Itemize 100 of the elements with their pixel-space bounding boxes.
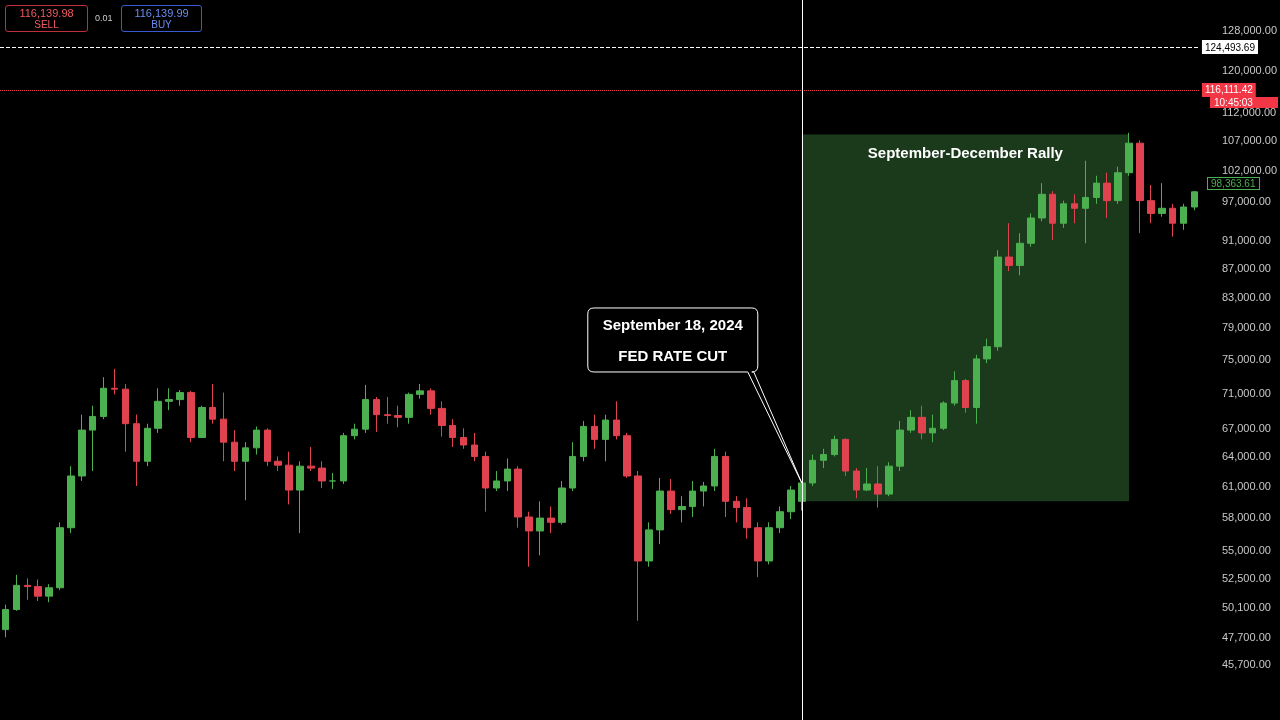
candlestick xyxy=(1114,166,1122,205)
candlestick xyxy=(1071,193,1078,224)
candlestick xyxy=(253,425,260,456)
candlestick xyxy=(384,396,391,425)
candlestick xyxy=(765,521,773,565)
candlestick xyxy=(536,500,544,556)
candlestick xyxy=(220,392,227,462)
y-tick-label: 79,000.00 xyxy=(1221,320,1271,333)
text: 10:45:03 xyxy=(1210,96,1278,108)
ref-line-label: 124,493.69 xyxy=(1204,41,1256,53)
candlestick xyxy=(34,578,42,602)
candlestick xyxy=(547,506,555,534)
y-tick-label: 55,000.00 xyxy=(1221,543,1271,556)
candlestick xyxy=(1180,203,1187,231)
text: 98,363.61 xyxy=(1207,176,1260,190)
candlestick xyxy=(362,384,369,434)
candlestick xyxy=(689,480,696,518)
candlestick xyxy=(264,427,271,467)
annotation: BUY xyxy=(150,19,173,31)
candlestick xyxy=(285,451,293,505)
annotation: 116,139.99 xyxy=(133,7,190,19)
candlestick xyxy=(831,435,838,457)
candlestick xyxy=(493,470,500,492)
candlestick xyxy=(122,383,129,453)
candlestick xyxy=(482,451,489,513)
y-tick-label: 61,000.00 xyxy=(1221,479,1271,492)
candlestick xyxy=(471,432,478,462)
candlestick xyxy=(983,338,991,364)
candlestick xyxy=(623,432,631,479)
y-tick-label: 83,000.00 xyxy=(1221,290,1271,303)
candlestick xyxy=(231,429,238,472)
candlestick xyxy=(776,506,784,534)
candlestick xyxy=(558,480,566,525)
candlestick xyxy=(1049,190,1056,241)
annotation: 0.01 xyxy=(95,13,113,23)
annotation: September-December Rally xyxy=(867,143,1064,161)
candlestick xyxy=(1038,182,1046,222)
candlestick xyxy=(569,441,576,492)
candlestick xyxy=(340,432,347,485)
candlestick xyxy=(165,387,173,411)
candlestick xyxy=(373,396,380,433)
candlestick xyxy=(754,521,762,578)
y-tick-label: 47,700.00 xyxy=(1221,631,1271,644)
candlestick xyxy=(405,392,413,425)
candlestick xyxy=(1147,184,1155,224)
candlestick xyxy=(1103,172,1111,219)
candlestick xyxy=(929,414,936,443)
y-tick-label: 58,000.00 xyxy=(1221,511,1271,524)
candlestick xyxy=(602,414,609,462)
ref-line-label: 116,111.42 xyxy=(1204,84,1254,96)
candlestick xyxy=(1060,200,1067,229)
candlestick xyxy=(329,472,336,490)
candlestick xyxy=(613,400,620,440)
candlestick xyxy=(525,511,533,568)
candlestick xyxy=(514,465,522,529)
candlestick xyxy=(656,477,664,545)
candlestick xyxy=(591,414,598,450)
y-tick-label: 120,000.00 xyxy=(1221,63,1278,76)
candlestick xyxy=(394,405,402,428)
candlestick xyxy=(24,577,31,601)
candlestick xyxy=(427,387,435,416)
candlestick xyxy=(13,574,20,612)
y-tick-label: 102,000.00 xyxy=(1221,163,1278,176)
candlestick xyxy=(318,460,326,489)
candlestick xyxy=(176,389,184,407)
candlestick xyxy=(2,604,9,638)
candlestick xyxy=(580,420,587,462)
candlestick xyxy=(678,495,686,523)
candlestick xyxy=(885,461,893,497)
candlestick xyxy=(351,423,358,440)
candlestick xyxy=(1082,160,1089,244)
candlestick xyxy=(154,387,162,434)
candlestick xyxy=(78,414,86,482)
candlestick xyxy=(700,481,707,507)
annotation: 116,139.98 xyxy=(18,7,75,19)
candlestick xyxy=(209,383,216,425)
y-tick-label: 50,100.00 xyxy=(1221,601,1271,614)
candlestick xyxy=(56,521,64,591)
candlestick xyxy=(133,414,140,487)
candlestick xyxy=(711,448,718,492)
candlestick xyxy=(1169,203,1176,238)
candlestick xyxy=(274,455,282,472)
candlestick xyxy=(918,405,926,440)
candlestick xyxy=(634,470,642,622)
annotation: September 18, 2024 xyxy=(602,315,744,333)
candlestick xyxy=(951,370,958,407)
candlestick xyxy=(667,478,675,515)
candlestick xyxy=(111,368,118,395)
candlestick xyxy=(296,460,304,534)
candlestick xyxy=(307,446,315,472)
candlestick xyxy=(1027,212,1035,248)
y-tick-label: 91,000.00 xyxy=(1221,233,1271,246)
candlestick xyxy=(100,376,107,420)
candlestick xyxy=(798,480,806,512)
candlestick xyxy=(842,437,849,477)
candlestick xyxy=(863,467,871,492)
y-tick-label: 52,500.00 xyxy=(1221,572,1271,585)
candlestick xyxy=(962,378,969,414)
candlestick xyxy=(1093,175,1100,205)
annotation: FED RATE CUT xyxy=(618,346,728,364)
